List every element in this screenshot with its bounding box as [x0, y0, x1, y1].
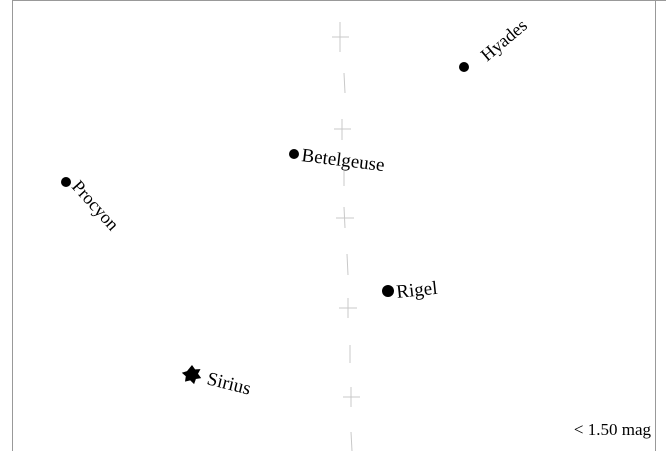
sirius-label: Sirius	[205, 368, 253, 399]
chart-frame	[12, 0, 666, 451]
object-sirius[interactable]: Sirius	[181, 365, 253, 400]
object-procyon[interactable]: Procyon	[61, 176, 123, 234]
procyon-label: Procyon	[68, 176, 123, 234]
rigel-label: Rigel	[395, 278, 438, 303]
star-dot-icon	[459, 62, 469, 72]
star-burst-icon	[181, 365, 202, 385]
object-rigel[interactable]: Rigel	[382, 278, 438, 303]
meridian-grid-line	[332, 22, 360, 451]
star-dot-icon	[61, 177, 71, 187]
object-hyades[interactable]: Hyades	[459, 15, 531, 72]
object-betelgeuse[interactable]: Betelgeuse	[289, 145, 386, 176]
star-dot-icon	[289, 149, 299, 159]
magnitude-limit-label: < 1.50 mag	[574, 420, 652, 439]
betelgeuse-label: Betelgeuse	[300, 145, 385, 176]
star-dot-icon	[382, 285, 394, 297]
hyades-label: Hyades	[477, 15, 531, 65]
